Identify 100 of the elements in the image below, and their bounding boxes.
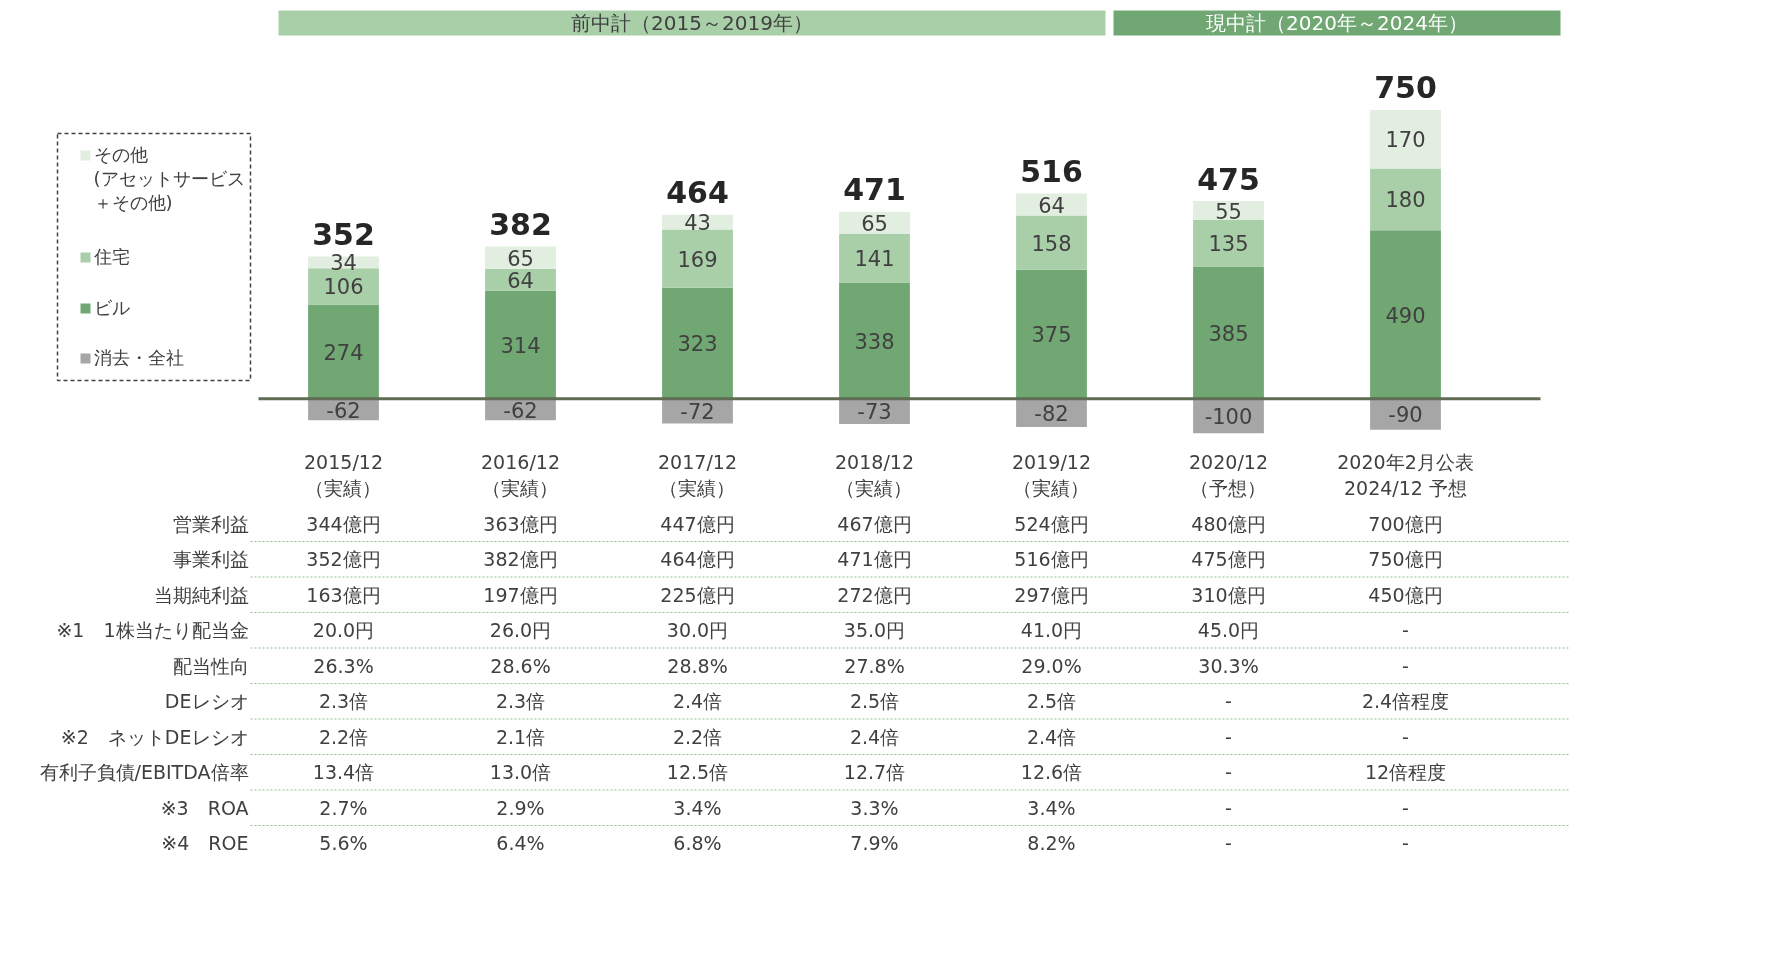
text: 26.0円 [489,619,552,641]
text: ※4 ROE [161,832,249,854]
text: - [1225,690,1232,712]
bar [839,234,910,283]
text: 197億円 [483,583,558,606]
legend-label: 消去・全社 [93,346,184,368]
x-tick-label: 2017/12 （実績） [658,450,737,499]
x-tick-label: 2018/12 （実績） [835,450,914,499]
data-label: 385 [1208,321,1249,346]
total-label: 352 [312,216,375,252]
x-tick-label: 2020年2月公表 2024/12 予想 [1337,450,1474,499]
data-label: -100 [1204,405,1253,430]
data-label: 158 [1031,231,1072,256]
data-label: -73 [857,400,892,425]
total-label: 750 [1374,70,1437,106]
text: 30.3% [1198,654,1259,677]
data-label: 375 [1031,323,1072,348]
text: 12.7倍 [843,761,906,783]
text: - [1225,725,1232,748]
legend-label: その他(アセットサービス＋その他) [93,143,245,213]
text: - [1225,832,1232,854]
text: 2.4倍 [849,725,900,748]
text: 2.7% [319,796,368,819]
text: 7.9% [850,832,899,854]
text: 営業利益 [172,512,249,535]
text: 28.6% [490,654,551,677]
data-label: 338 [854,329,895,354]
data-label: 170 [1385,128,1426,153]
data-label: 65 [861,211,888,236]
text: 2.4倍程度 [1361,690,1450,712]
bar [485,246,556,269]
bar [308,304,379,399]
text: 480億円 [1191,512,1266,535]
text: 2.2倍 [318,725,369,748]
data-label: 65 [507,246,534,271]
total-label: 475 [1197,161,1260,197]
bar [1370,230,1441,399]
text: 12倍程度 [1364,761,1447,783]
data-label: 490 [1385,303,1426,328]
text: 464億円 [660,548,735,570]
x-tick-label: 2016/12 （実績） [481,450,560,499]
text: 297億円 [1014,583,1089,606]
total-label: 464 [666,175,729,211]
data-label: -62 [326,398,361,423]
text: 3.4% [673,796,722,819]
text: 2.3倍 [495,690,546,712]
text: 26.3% [313,654,374,677]
text: 2.4倍 [672,690,723,712]
text: 事業利益 [172,548,249,570]
data-label: 141 [854,247,895,272]
text: 13.0倍 [489,761,552,783]
text: 13.4倍 [312,761,375,783]
text: 8.2% [1027,832,1076,854]
text: - [1402,796,1409,819]
text: - [1402,619,1409,641]
text: 5.6% [319,832,368,854]
text: 前中計（2015～2019年） [571,10,813,35]
bar [1193,219,1264,267]
text: 2.2倍 [672,725,723,748]
text: 272億円 [837,583,912,606]
legend-label: 住宅 [92,245,130,267]
legend-label: ビル [93,296,130,318]
text: 35.0円 [843,619,906,641]
text: 2.9% [496,796,545,819]
text: ※3 ROA [160,796,249,819]
text: 6.4% [496,832,545,854]
text: - [1402,725,1409,748]
text: 28.8% [667,654,728,677]
text: 2.5倍 [849,690,900,712]
bar [1370,109,1441,169]
text: 2.3倍 [318,690,369,712]
data-label: 180 [1385,188,1426,213]
x-tick-label: 2019/12 （実績） [1012,450,1091,499]
bar [1193,266,1264,399]
text: 2.4倍 [1026,725,1077,748]
bar [662,229,733,288]
text: 352億円 [306,548,381,570]
text: 29.0% [1021,654,1082,677]
text: - [1402,832,1409,854]
text: 当期純利益 [153,583,249,606]
data-label: -62 [503,398,538,423]
data-label: 135 [1208,232,1249,257]
text: ※1 1株当たり配当金 [56,619,249,641]
total-label: 471 [843,172,906,208]
text: DEレシオ [164,690,249,712]
bar [1370,168,1441,231]
total-label: 516 [1020,154,1083,190]
data-label: 169 [677,247,718,272]
text: ※2 ネットDEレシオ [60,725,249,748]
text: - [1225,761,1232,783]
data-label: 34 [330,251,357,276]
text: 配当性向 [172,654,249,677]
data-label: 43 [684,211,711,236]
text: 6.8% [673,832,722,854]
data-label: 274 [323,340,364,365]
data-label: 323 [677,332,718,357]
text: 382億円 [483,548,558,570]
text: 225億円 [660,583,735,606]
text: 2.1倍 [495,725,546,748]
text: 27.8% [844,654,905,677]
